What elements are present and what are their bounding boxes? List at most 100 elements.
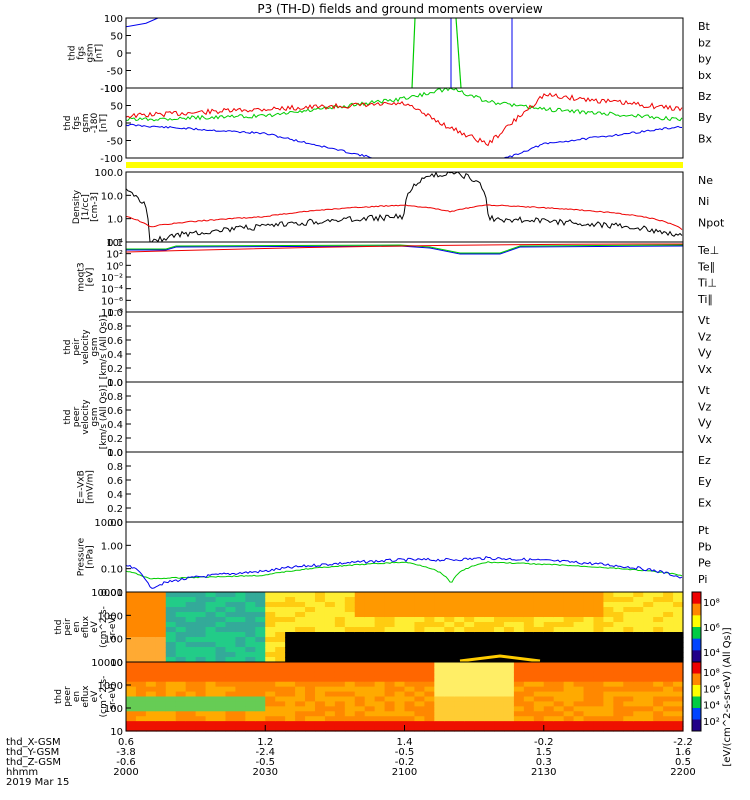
fgs-by-trace-a [411,17,416,89]
ylabel-fgs: fgs [77,46,87,60]
legend-fgs-clip: By [698,111,713,124]
ytick-label-fgs-clip: 50 [110,102,123,113]
ytick-label-efield: 0.0 [107,518,123,529]
ylabel-density: [cm-3] [90,192,100,222]
ylabel-fgs-clip: gsm [81,113,91,132]
legend-fgs: bx [698,69,712,82]
colorbar-tick-peer-spec: 10⁴ [703,701,720,712]
legend-peer-velocity: Vy [698,417,712,430]
yellow-flag-bar [126,162,683,168]
ytick-label-efield: 0.6 [107,476,123,487]
xtick-label: -0.5 [255,757,275,768]
legend-density: Ne [698,174,713,187]
legend-density: Ni [698,195,709,208]
ytick-label-fgs: -50 [107,67,123,78]
colorbar-tick-peir-spec: 10⁶ [703,623,720,634]
legend-efield: Ez [698,454,711,467]
ytick-label-peer-spec: 10000 [91,658,123,669]
legend-peer-velocity: Vt [698,384,711,397]
legend-pressure: Pt [698,524,710,537]
temp-te-trace [125,243,684,253]
colorbar-tick-peir-spec: 10⁴ [703,648,720,659]
ytick-label-peir-velocity: 0.6 [107,336,123,347]
ylabel-pressure: [nPa] [86,545,96,568]
ytick-label-temperature: 10⁰ [106,261,123,272]
panel-frame-pressure [125,521,684,593]
ytick-label-peir-velocity: 1.0 [107,308,123,319]
ytick-label-density: 1.0 [107,215,123,226]
peir-spectrogram [126,592,684,663]
legend-efield: Ey [698,475,712,488]
ytick-label-efield: 1.0 [107,448,123,459]
xtick-label: 1.5 [536,747,552,758]
ylabel-peir-velocity: [km/s (All Qs)] [99,315,109,379]
legend-fgs-clip: Bz [698,90,712,103]
ytick-label-fgs-clip: -50 [107,137,123,148]
ytick-label-peer-velocity: 1.0 [107,378,123,389]
legend-peir-velocity: Vz [698,330,712,343]
series-Bx [125,123,683,159]
xtick-label: 1.2 [257,737,273,748]
xtick-label: 0.3 [536,757,552,768]
ylabel-fgs-clip: -180 [90,113,100,134]
ylabel-peer-velocity: [km/s (All Qs)] [99,385,109,449]
ytick-label-efield: 0.4 [107,490,123,501]
legend-efield: Ex [698,496,712,509]
xtick-label: 2030 [253,767,278,778]
ytick-label-peir-velocity: 0.4 [107,350,123,361]
xtick-label: -0.2 [534,737,554,748]
ylabel-peir-spec: eV [90,620,100,633]
legend-pressure: Pe [698,557,711,570]
legend-peir-velocity: Vy [698,347,712,360]
ytick-label-temperature: 10⁻⁴ [101,285,123,296]
ylabel-peir-spec: peir [63,618,73,636]
xtick-label: 0.5 [675,757,691,768]
ytick-label-fgs-clip: 0 [117,119,123,130]
panel-frame-efield [125,451,684,523]
ytick-label-temperature: 10² [106,250,123,261]
ytick-label-fgs: 100 [104,14,123,25]
ytick-label-temperature: 10⁴ [106,238,123,249]
xaxis-row-label: hhmm [6,767,38,778]
xtick-label: -0.5 [395,747,415,758]
xtick-label: -0.6 [116,757,136,768]
panel-frame-fgs-clip [125,87,684,159]
legend-temperature: Te⊥ [697,244,719,257]
xaxis-row-label: 2019 Mar 15 [6,777,69,788]
legend-peer-velocity: Vz [698,400,712,413]
series-Pe [125,561,683,583]
legend-pressure: Pi [698,573,707,586]
series-Ne [125,204,683,230]
ytick-label-peer-velocity: 0.6 [107,406,123,417]
ytick-label-peir-spec: 100 [104,635,123,646]
colorbar-tick-peer-spec: 10⁶ [703,684,720,695]
ytick-label-peer-velocity: 0.2 [107,434,123,445]
ytick-label-pressure: 1.00 [101,541,123,552]
figure-title: P3 (TH-D) fields and ground moments over… [257,2,542,16]
colorbar-label: [eV/(cm^2-s-sr-eV) (All Qs)] [722,627,733,766]
panel-frame-temperature [125,241,684,313]
ylabel-peer-velocity: peer [72,406,82,427]
ylabel-fgs: gsm [86,43,96,62]
ylabel-peer-spec: eV [90,690,100,703]
ytick-label-peer-velocity: 0.8 [107,392,123,403]
fgs-bx-trace [125,17,159,28]
legend-pressure: Pb [698,540,712,553]
ylabel-peir-velocity: gsm [90,337,100,356]
ylabel-peer-spec: thd [54,689,64,704]
xtick-label: -0.2 [395,757,415,768]
ylabel-temperature: [eV] [86,268,96,287]
ylabel-efield: E=-VxB [77,470,87,504]
ylabel-density: [1/cc] [81,194,91,220]
ytick-label-temperature: 10⁻² [101,273,123,284]
panel-frame-fgs [125,17,684,89]
ytick-label-peer-velocity: 0.4 [107,420,123,431]
legend-peir-velocity: Vt [698,314,711,327]
ytick-label-peir-spec: 10 [110,658,123,669]
ylabel-peir-spec: eflux [81,615,91,638]
legend-peer-velocity: Vx [698,433,713,446]
peir-orange-arc [459,654,541,663]
ytick-label-peir-velocity: 0.2 [107,364,123,375]
ytick-label-fgs: 0 [117,49,123,60]
series-Bz [125,92,683,147]
